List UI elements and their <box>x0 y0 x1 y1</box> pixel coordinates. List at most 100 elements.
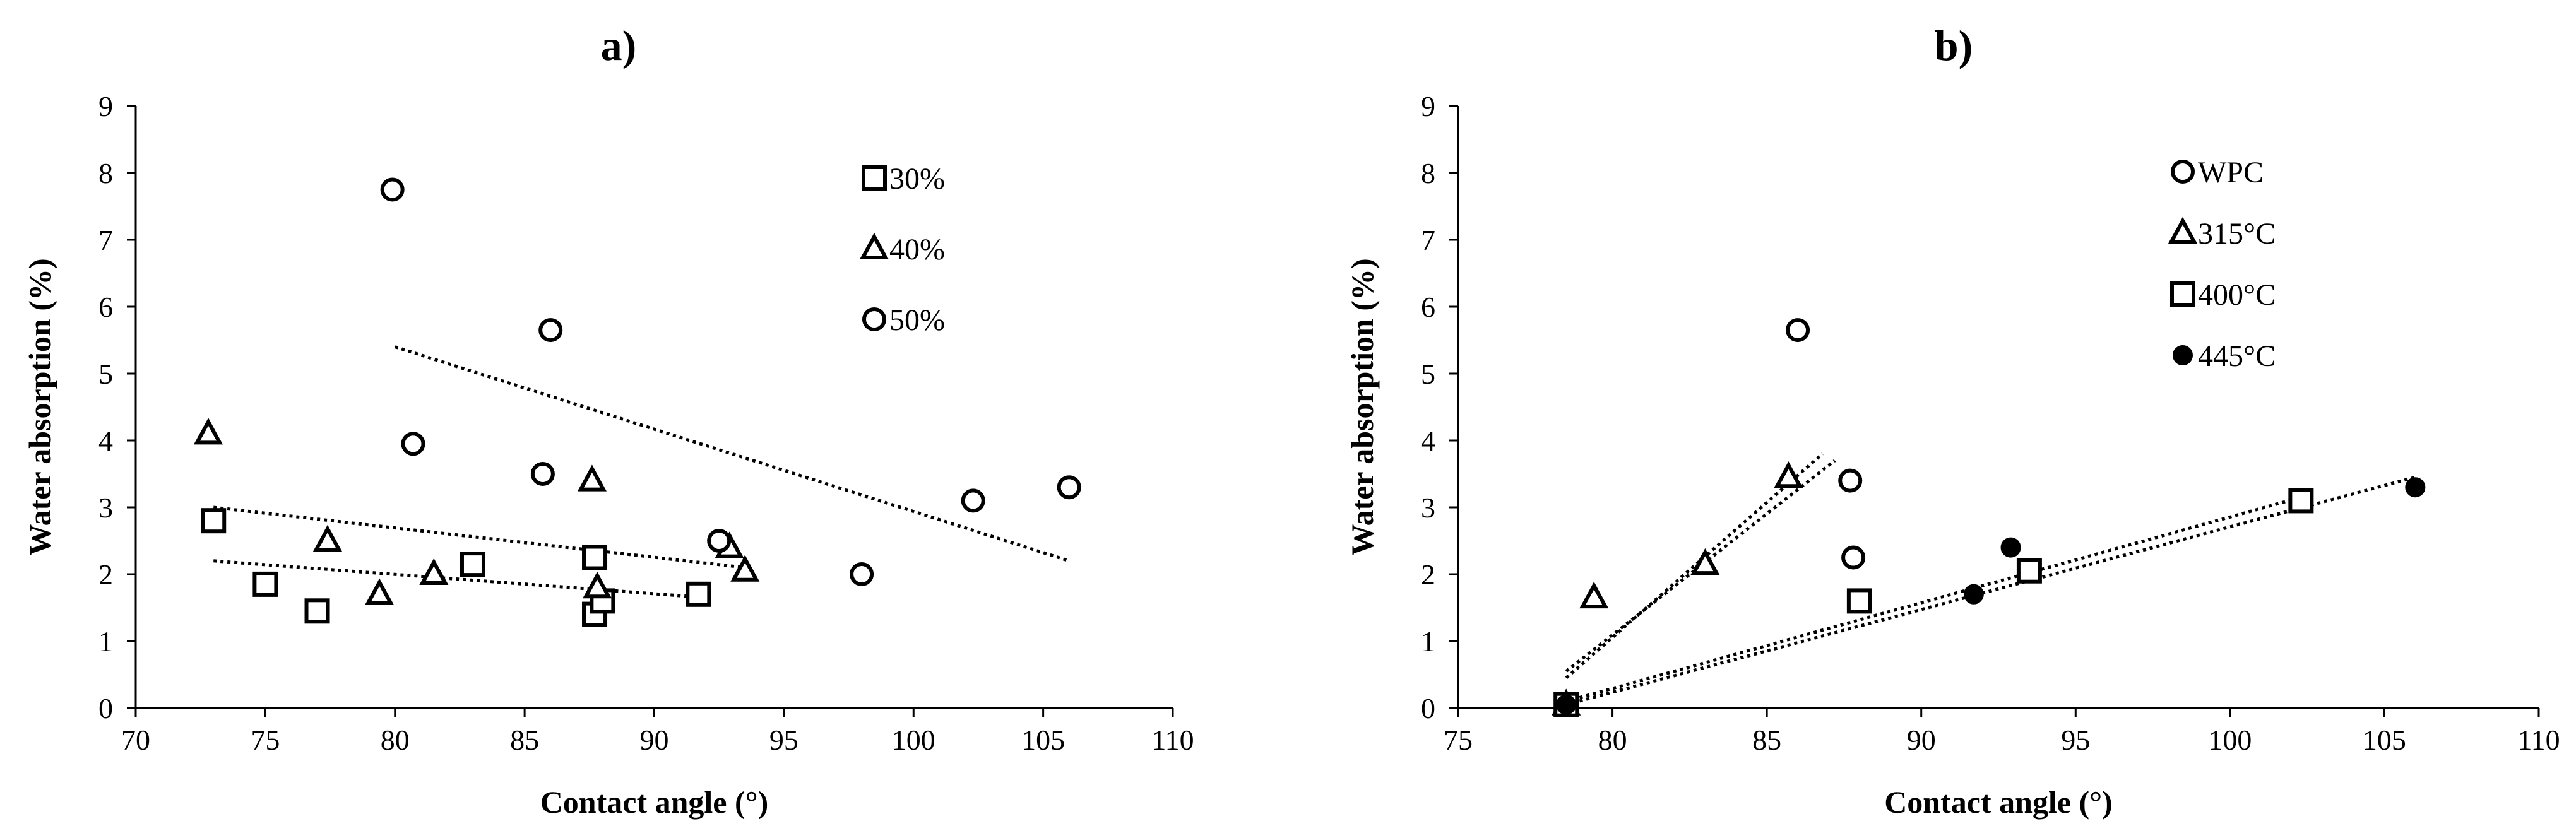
data-point <box>401 432 425 456</box>
y-tick-label: 0 <box>1421 692 1435 724</box>
y-tick-label: 2 <box>1421 558 1435 591</box>
y-tick-label: 8 <box>1421 157 1435 189</box>
data-point <box>1846 588 1872 614</box>
x-tick-label: 110 <box>1151 724 1194 756</box>
data-point <box>2405 477 2426 498</box>
trendline-400°C <box>1565 495 2302 703</box>
data-point <box>252 571 278 597</box>
data-point <box>365 578 395 605</box>
legend-label: 400°C <box>2198 278 2276 312</box>
x-tick-label: 75 <box>1444 724 1473 756</box>
data-point <box>419 558 449 585</box>
y-tick-label: 3 <box>1421 492 1435 524</box>
trendline-50% <box>394 345 1070 563</box>
data-point <box>1963 584 1984 605</box>
data-point <box>2288 488 2314 514</box>
data-point <box>1690 548 1720 575</box>
x-tick-label: 80 <box>1598 724 1627 756</box>
x-tick-label: 85 <box>1752 724 1781 756</box>
legend-marker <box>862 165 887 191</box>
trendline-30% <box>213 559 706 599</box>
data-point <box>1774 461 1803 488</box>
y-tick-label: 7 <box>1421 224 1435 256</box>
y-tick-label: 1 <box>1421 625 1435 658</box>
data-point <box>686 581 711 607</box>
y-tick-label: 7 <box>98 224 113 256</box>
data-point <box>961 488 985 513</box>
y-tick-label: 3 <box>98 492 113 524</box>
x-tick-label: 75 <box>251 724 280 756</box>
trendline-40% <box>213 505 745 569</box>
y-tick-label: 6 <box>1421 291 1435 323</box>
x-tick-label: 90 <box>640 724 669 756</box>
panel-a: a) 70 75 80 85 90 95 100 105 110 0 1 2 3 4 5 6 7 8 9 Contact… <box>22 21 1194 820</box>
y-axis-title: Water absorption (%) <box>22 258 57 555</box>
x-tick-label: 105 <box>1021 724 1065 756</box>
y-tick-label: 1 <box>98 625 113 658</box>
panel-label: b) <box>1935 21 1973 69</box>
x-tick-label: 95 <box>769 724 798 756</box>
legend-marker <box>862 307 886 331</box>
legend-marker <box>2168 216 2198 244</box>
trendline-445°C <box>1565 475 2416 707</box>
data-point <box>530 462 555 486</box>
x-tick-label: 90 <box>1907 724 1936 756</box>
y-tick-label: 9 <box>1421 90 1435 122</box>
data-point <box>582 545 608 570</box>
legend-label: WPC <box>2198 156 2264 189</box>
x-tick-label: 105 <box>2363 724 2406 756</box>
data-point <box>312 524 343 552</box>
data-point <box>380 177 405 202</box>
x-tick-label: 110 <box>2517 724 2560 756</box>
x-tick-label: 100 <box>892 724 935 756</box>
data-point <box>1057 475 1081 500</box>
legend-label: 315°C <box>2198 217 2276 251</box>
data-point <box>1838 468 1863 493</box>
data-point <box>2000 537 2021 558</box>
y-tick-label: 5 <box>98 358 113 390</box>
x-axis-title: Contact angle (°) <box>540 784 769 820</box>
data-point <box>583 571 612 599</box>
data-point <box>193 418 223 445</box>
x-tick-label: 95 <box>2061 724 2090 756</box>
legend-label: 50% <box>889 304 945 337</box>
legend-label: 40% <box>889 233 945 266</box>
data-point <box>730 555 760 582</box>
panel-label: a) <box>601 21 637 69</box>
legend-label: 445°C <box>2198 339 2276 373</box>
legend-marker <box>859 232 889 259</box>
legend-label: 30% <box>889 162 945 196</box>
legend-marker <box>2170 281 2195 307</box>
x-tick-label: 80 <box>381 724 410 756</box>
data-point <box>1579 581 1609 609</box>
x-tick-label: 100 <box>2208 724 2252 756</box>
data-point <box>1556 694 1577 715</box>
y-axis-title: Water absorption (%) <box>1344 258 1380 555</box>
data-point <box>201 508 227 534</box>
legend-marker <box>2173 345 2193 365</box>
y-tick-label: 0 <box>98 692 113 724</box>
panel-b: b) 75 80 85 90 95 100 105 110 0 1 2 3 4 5 6 7 8 9 Contact a… <box>1344 21 2560 820</box>
x-axis-title: Contact angle (°) <box>1884 784 2113 820</box>
y-tick-label: 8 <box>98 157 113 189</box>
data-point <box>707 529 732 553</box>
x-tick-label: 70 <box>121 724 150 756</box>
data-point <box>2016 558 2042 584</box>
legend-marker <box>2171 160 2195 184</box>
data-point <box>460 552 485 577</box>
data-point <box>850 562 874 586</box>
data-point <box>577 464 607 492</box>
data-point <box>1786 318 1810 343</box>
y-tick-label: 4 <box>98 425 113 457</box>
y-tick-label: 6 <box>98 291 113 323</box>
trendline-315°C <box>1565 452 1824 680</box>
y-tick-label: 9 <box>98 90 113 122</box>
data-point <box>1841 545 1866 570</box>
y-tick-label: 5 <box>1421 358 1435 390</box>
trendline-WPC <box>1565 459 1836 673</box>
data-point <box>538 318 563 343</box>
data-point <box>304 598 330 624</box>
y-tick-label: 4 <box>1421 425 1435 457</box>
y-tick-label: 2 <box>98 558 113 591</box>
